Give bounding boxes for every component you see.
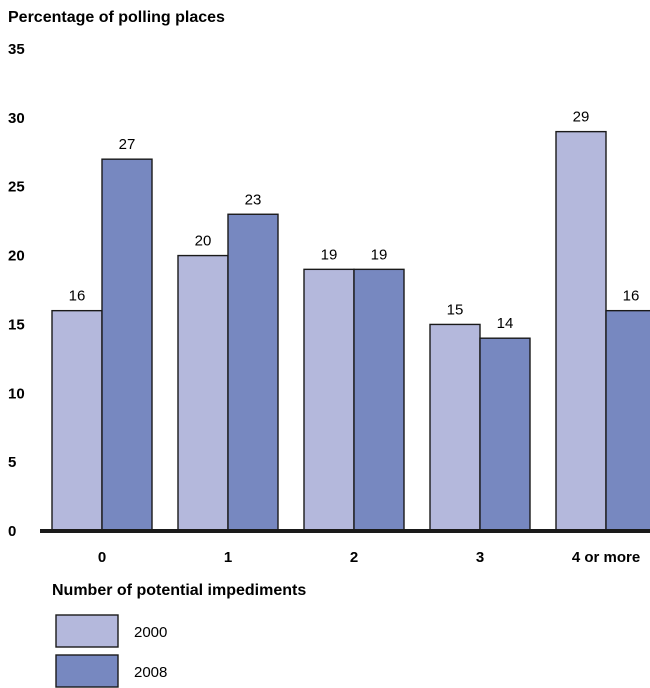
x-category-label: 1 bbox=[224, 549, 232, 566]
data-label: 14 bbox=[497, 315, 514, 332]
data-label: 19 bbox=[371, 246, 388, 263]
y-tick-label: 30 bbox=[8, 110, 25, 127]
legend: 2000 2008 bbox=[55, 614, 167, 688]
bar-2008-3 bbox=[479, 337, 531, 532]
y-tick-label: 35 bbox=[8, 41, 25, 58]
bar-2000-3 bbox=[429, 323, 481, 532]
y-tick-label: 0 bbox=[8, 523, 16, 540]
y-tick-label: 5 bbox=[8, 454, 16, 471]
bar-2000-0 bbox=[51, 309, 103, 532]
y-axis-title: Percentage of polling places bbox=[8, 9, 225, 26]
bar-2008-1 bbox=[227, 213, 279, 532]
bar-2008-4 bbox=[605, 309, 650, 532]
x-category-label: 0 bbox=[98, 549, 106, 566]
x-category-label: 4 or more bbox=[572, 549, 640, 566]
bar-2000-4 bbox=[555, 130, 607, 532]
legend-label: 2008 bbox=[134, 664, 167, 681]
y-ticks: 0 5 10 15 20 25 30 35 bbox=[8, 41, 25, 540]
bar-2008-0 bbox=[101, 158, 153, 532]
legend-swatch-2008 bbox=[55, 654, 119, 688]
data-label: 27 bbox=[119, 136, 136, 153]
bar-2000-2 bbox=[303, 268, 355, 532]
data-label: 16 bbox=[623, 288, 640, 305]
data-label: 15 bbox=[447, 301, 464, 318]
legend-swatch-2000 bbox=[55, 614, 119, 648]
y-tick-label: 20 bbox=[8, 248, 25, 265]
bars: 16 27 20 23 19 19 15 14 29 16 bbox=[51, 109, 650, 532]
y-tick-label: 10 bbox=[8, 385, 25, 402]
data-label: 29 bbox=[573, 109, 590, 126]
y-tick-label: 25 bbox=[8, 179, 25, 196]
data-label: 16 bbox=[69, 288, 86, 305]
data-label: 19 bbox=[321, 246, 338, 263]
data-label: 20 bbox=[195, 233, 212, 250]
x-axis-title: Number of potential impediments bbox=[52, 582, 306, 599]
y-tick-label: 15 bbox=[8, 316, 25, 333]
bar-2000-1 bbox=[177, 254, 229, 532]
data-label: 23 bbox=[245, 191, 262, 208]
x-category-label: 2 bbox=[350, 549, 358, 566]
legend-label: 2000 bbox=[134, 624, 167, 641]
x-category-label: 3 bbox=[476, 549, 484, 566]
x-categories: 0 1 2 3 4 or more bbox=[98, 549, 640, 566]
bar-2008-2 bbox=[353, 268, 405, 532]
